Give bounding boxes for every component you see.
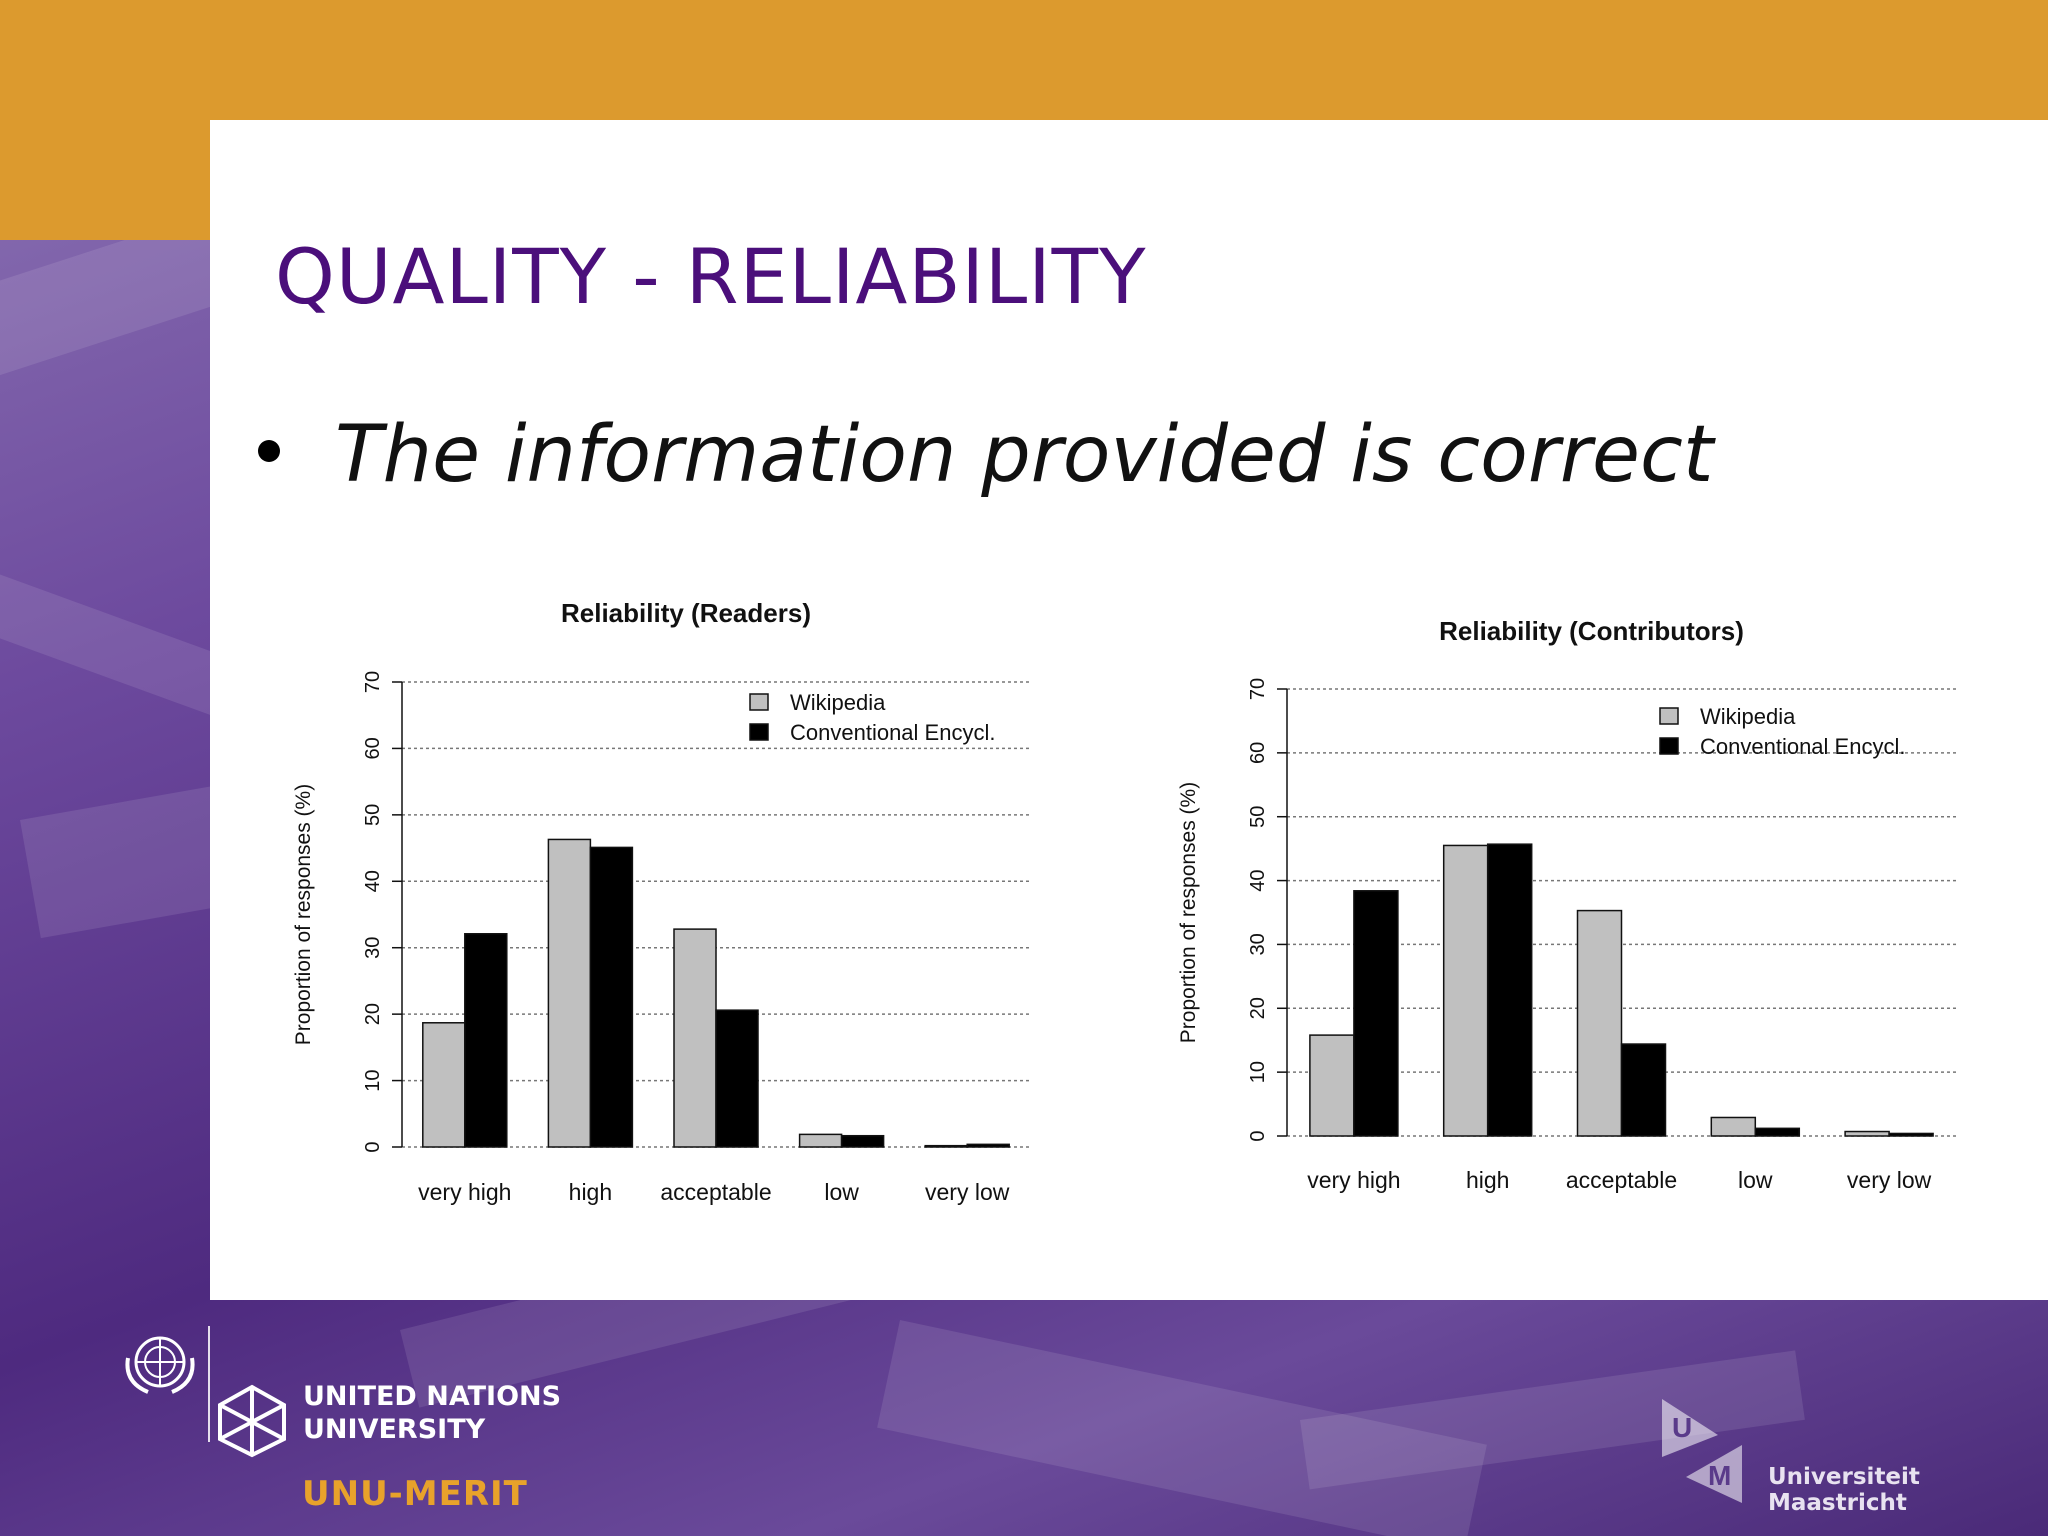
um-letter-u: U bbox=[1672, 1412, 1692, 1443]
y-tick-label: 60 bbox=[362, 737, 384, 759]
bar-wikipedia-low bbox=[798, 1133, 843, 1148]
um-letter-m: M bbox=[1708, 1460, 1731, 1491]
x-tick-label: high bbox=[569, 1179, 612, 1205]
x-tick-label: low bbox=[1738, 1167, 1773, 1193]
slide-content-area bbox=[210, 120, 2048, 1300]
bar-wikipedia-very-high bbox=[1309, 1034, 1355, 1137]
bar-conventional-encycl--acceptable bbox=[715, 1009, 759, 1148]
bar-conventional-encycl--very-high bbox=[464, 933, 508, 1148]
legend-swatch bbox=[1659, 707, 1679, 725]
x-tick-label: acceptable bbox=[1566, 1167, 1677, 1193]
y-tick-label: 40 bbox=[362, 870, 384, 892]
y-axis-label: Proportion of responses (%) bbox=[1177, 782, 1200, 1043]
x-tick-label: very high bbox=[418, 1179, 511, 1205]
x-tick-label: high bbox=[1466, 1167, 1509, 1193]
y-tick-label: 60 bbox=[1247, 742, 1269, 764]
bar-conventional-encycl--very-high bbox=[1353, 890, 1399, 1137]
unu-merit-label: UNU-MERIT bbox=[302, 1474, 528, 1514]
chart-title: Reliability (Readers) bbox=[561, 598, 811, 628]
legend-label: Wikipedia bbox=[790, 690, 886, 715]
bar-conventional-encycl--high bbox=[589, 846, 634, 1148]
bar-wikipedia-very-low bbox=[924, 1144, 968, 1148]
bullet-text: The information provided is correct bbox=[335, 410, 1714, 500]
y-tick-label: 10 bbox=[362, 1069, 384, 1091]
bar-wikipedia-acceptable bbox=[1576, 909, 1623, 1137]
bar-conventional-encycl--low bbox=[840, 1134, 885, 1148]
bar-conventional-encycl--low bbox=[1754, 1127, 1801, 1137]
bar-wikipedia-very-high bbox=[422, 1022, 466, 1148]
footer-divider bbox=[208, 1326, 210, 1442]
maastricht-logo-icon: U M bbox=[1662, 1399, 1742, 1503]
slide-title: QUALITY - RELIABILITY bbox=[275, 232, 1147, 321]
x-tick-label: very low bbox=[1847, 1167, 1932, 1193]
y-tick-label: 40 bbox=[1247, 869, 1269, 891]
x-tick-label: very high bbox=[1307, 1167, 1400, 1193]
legend-label: Conventional Encycl. bbox=[790, 720, 995, 745]
y-tick-label: 70 bbox=[362, 671, 384, 693]
y-tick-label: 0 bbox=[362, 1141, 384, 1152]
bullet-point-icon bbox=[258, 440, 280, 462]
y-tick-label: 30 bbox=[362, 937, 384, 959]
y-tick-label: 0 bbox=[1247, 1130, 1269, 1141]
unu-name: UNITED NATIONS UNIVERSITY bbox=[303, 1380, 561, 1446]
chart-title: Reliability (Contributors) bbox=[1439, 616, 1744, 646]
y-tick-label: 20 bbox=[362, 1003, 384, 1025]
y-tick-label: 10 bbox=[1247, 1061, 1269, 1083]
bar-wikipedia-low bbox=[1710, 1116, 1757, 1137]
y-axis-label: Proportion of responses (%) bbox=[292, 784, 315, 1045]
y-tick-label: 20 bbox=[1247, 997, 1269, 1019]
y-tick-label: 50 bbox=[362, 804, 384, 826]
bar-wikipedia-high bbox=[547, 838, 592, 1148]
y-tick-label: 30 bbox=[1247, 933, 1269, 955]
x-tick-label: low bbox=[824, 1179, 859, 1205]
maastricht-label: Universiteit Maastricht bbox=[1768, 1464, 1920, 1516]
left-gold-band bbox=[0, 120, 210, 240]
chart-readers: Reliability (Readers) 0 10 20 30 40 50 60 70 Prop… bbox=[292, 598, 1030, 1205]
chart-contributors: Reliability (Contributors) 0 10 20 30 40 50 60 7… bbox=[1177, 616, 1956, 1193]
legend-swatch bbox=[749, 693, 769, 711]
un-emblem-icon bbox=[125, 1336, 195, 1394]
x-tick-label: acceptable bbox=[660, 1179, 771, 1205]
bar-conventional-encycl--high bbox=[1486, 843, 1533, 1137]
bar-conventional-encycl--very-low bbox=[966, 1143, 1010, 1148]
unu-name-line2: UNIVERSITY bbox=[303, 1414, 486, 1445]
legend-label: Conventional Encycl. bbox=[1700, 734, 1905, 759]
legend-swatch bbox=[749, 723, 769, 741]
bar-conventional-encycl--acceptable bbox=[1620, 1043, 1667, 1137]
legend-swatch bbox=[1659, 737, 1679, 755]
x-tick-label: very low bbox=[925, 1179, 1010, 1205]
top-gold-band bbox=[0, 0, 2048, 120]
y-tick-label: 70 bbox=[1247, 678, 1269, 700]
y-tick-label: 50 bbox=[1247, 806, 1269, 828]
bar-wikipedia-high bbox=[1442, 844, 1489, 1137]
bar-wikipedia-acceptable bbox=[673, 928, 717, 1148]
unu-name-line1: UNITED NATIONS bbox=[303, 1381, 562, 1412]
bar-wikipedia-very-low bbox=[1844, 1130, 1890, 1137]
bar-conventional-encycl--very-low bbox=[1888, 1132, 1934, 1137]
unu-logo-icon bbox=[218, 1384, 286, 1458]
legend-label: Wikipedia bbox=[1700, 704, 1796, 729]
